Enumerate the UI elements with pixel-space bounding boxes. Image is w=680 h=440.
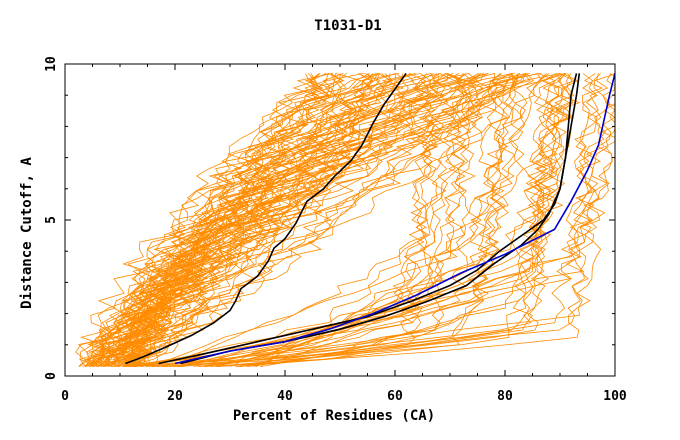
orange-curve <box>125 73 615 367</box>
orange-curve <box>147 73 427 367</box>
orange-curve <box>98 73 381 367</box>
orange-curve <box>128 73 412 367</box>
orange-curve <box>116 73 444 367</box>
orange-curve <box>123 73 550 367</box>
orange-curve <box>182 73 503 367</box>
orange-curve <box>210 73 509 367</box>
orange-curve <box>114 73 539 367</box>
axes: 0 20 40 60 80 100 0 5 10 <box>44 56 627 404</box>
orange-curve <box>237 73 528 367</box>
orange-curve <box>161 73 449 367</box>
x-axis-label: Percent of Residues (CA) <box>233 408 435 424</box>
y-axis-label: Distance Cutoff, A <box>19 157 35 309</box>
orange-curve <box>178 73 554 367</box>
orange-curve <box>88 73 453 367</box>
orange-curve <box>92 73 437 367</box>
y-tick-label: 5 <box>44 216 59 224</box>
orange-curve <box>126 73 516 367</box>
orange-curve <box>85 73 347 367</box>
orange-curve <box>101 73 345 367</box>
y-tick-label: 10 <box>44 56 59 72</box>
chart-title: T1031-D1 <box>314 18 381 34</box>
orange-curve <box>254 73 514 367</box>
orange-curve <box>84 73 464 367</box>
orange-curve <box>239 73 524 367</box>
y-tick-label: 0 <box>44 372 59 380</box>
highlighted-series <box>125 72 615 365</box>
series-line-model-a <box>125 72 407 365</box>
series-line-model-c <box>180 73 581 365</box>
orange-curve <box>255 73 478 367</box>
orange-curve <box>123 73 319 367</box>
orange-curve <box>127 73 403 367</box>
orange-curve <box>157 73 576 367</box>
orange-curve <box>169 73 604 367</box>
orange-curve <box>111 73 432 367</box>
orange-curve <box>235 73 562 367</box>
x-tick-label: 100 <box>603 389 627 404</box>
orange-curve <box>121 73 370 367</box>
orange-curve <box>215 73 435 367</box>
x-tick-label: 60 <box>387 389 403 404</box>
series-line-model-blue <box>174 73 615 365</box>
orange-curve <box>97 73 512 367</box>
orange-curve <box>115 73 561 367</box>
orange-curve <box>123 73 515 367</box>
orange-curve <box>78 73 333 367</box>
orange-curve <box>100 73 344 367</box>
orange-curve <box>110 73 381 367</box>
series-line-model-b <box>158 73 578 365</box>
orange-curve <box>128 73 485 367</box>
orange-curve <box>91 73 470 367</box>
orange-curve <box>145 73 466 367</box>
orange-curve <box>199 73 615 367</box>
x-tick-label: 0 <box>61 389 69 404</box>
orange-curve <box>180 73 481 367</box>
orange-curve <box>203 73 527 367</box>
orange-curve <box>123 73 525 367</box>
orange-curve <box>86 73 372 367</box>
x-tick-label: 40 <box>277 389 293 404</box>
orange-curve <box>79 73 520 367</box>
x-tick-label: 80 <box>497 389 513 404</box>
orange-curve <box>240 73 475 367</box>
x-tick-label: 20 <box>167 389 183 404</box>
orange-curve <box>176 73 615 367</box>
orange-curve <box>79 73 485 367</box>
orange-curve <box>118 73 534 367</box>
